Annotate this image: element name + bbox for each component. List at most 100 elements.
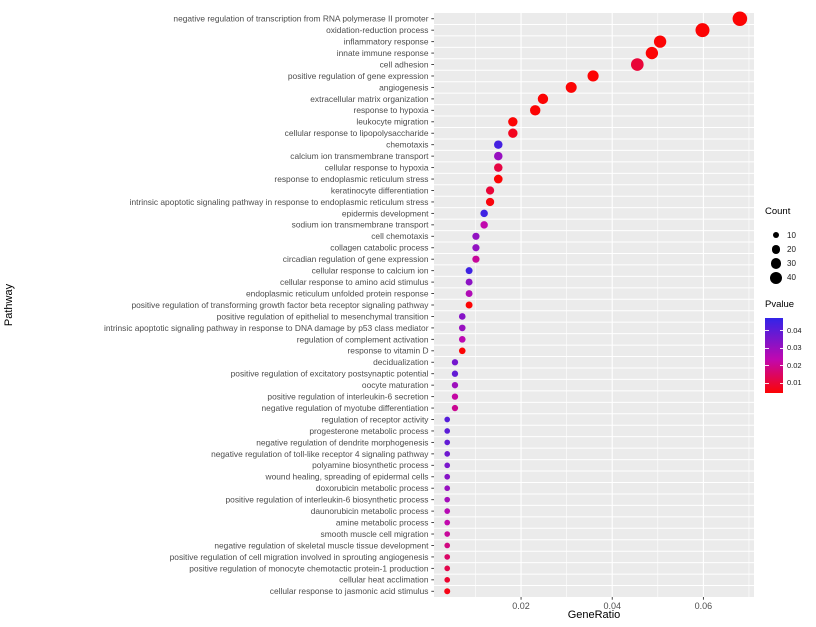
y-tick-label: response to endoplasmic reticulum stress: [274, 174, 428, 184]
y-tick-label: negative regulation of transcription fro…: [173, 14, 428, 24]
data-point: [472, 255, 480, 263]
data-point: [472, 232, 480, 240]
x-tick-label: 0.02: [512, 601, 530, 611]
legend-count-label: 20: [787, 244, 796, 254]
data-point: [493, 174, 503, 184]
y-tick-label: wound healing, spreading of epidermal ce…: [265, 472, 429, 482]
data-point: [480, 209, 488, 218]
pvalue-tick-label: 0.03: [787, 343, 802, 353]
y-tick-label: angiogenesis: [379, 82, 428, 92]
y-tick-label: cell adhesion: [380, 59, 429, 69]
y-tick-label: cellular response to jasmonic acid stimu…: [270, 586, 429, 596]
y-tick-label: oocyte maturation: [362, 380, 429, 390]
data-point: [451, 393, 459, 400]
data-point: [458, 324, 466, 332]
x-tick-label: 0.06: [695, 601, 713, 611]
pvalue-gradient-bar: [765, 318, 783, 393]
y-tick-label: positive regulation of transforming grow…: [131, 300, 429, 310]
y-tick-label: sodium ion transmembrane transport: [292, 220, 430, 230]
data-point: [465, 278, 473, 286]
data-point: [508, 128, 518, 138]
data-point: [472, 244, 480, 252]
data-point: [451, 359, 459, 366]
data-point: [444, 439, 451, 446]
data-point: [465, 267, 473, 275]
data-point: [494, 151, 503, 161]
data-point: [530, 105, 541, 116]
y-tick-label: leukocyte migration: [356, 117, 428, 127]
data-point: [444, 416, 451, 423]
y-tick-label: decidualization: [373, 357, 429, 367]
pvalue-bar-tick: [779, 330, 783, 332]
y-tick-label: endoplasmic reticulum unfolded protein r…: [246, 288, 429, 298]
data-point: [444, 531, 451, 537]
data-point: [587, 70, 599, 82]
legend-count-title: Count: [765, 206, 791, 217]
data-point: [695, 23, 710, 38]
y-tick-label: positive regulation of excitatory postsy…: [231, 369, 429, 379]
data-point: [444, 576, 451, 583]
y-tick-label: cellular heat acclimation: [339, 575, 429, 585]
pvalue-tick-label: 0.04: [787, 325, 802, 335]
x-tick-label: 0.04: [603, 601, 621, 611]
data-point: [458, 347, 466, 355]
y-tick-label: positive regulation of epithelial to mes…: [217, 311, 429, 321]
y-tick-label: cellular response to calcium ion: [312, 266, 429, 276]
y-tick-label: positive regulation of monocyte chemotac…: [189, 563, 429, 573]
y-tick-label: cellular response to lipopolysaccharide: [285, 128, 429, 138]
legend-count-label: 40: [787, 273, 796, 283]
y-tick-label: positive regulation of cell migration in…: [170, 552, 429, 562]
y-tick-label: positive regulation of interleukin-6 bio…: [226, 495, 429, 505]
data-point: [485, 197, 495, 207]
data-point: [465, 301, 473, 309]
y-tick-label: intrinsic apoptotic signaling pathway in…: [104, 323, 429, 333]
data-point: [653, 35, 667, 48]
y-tick-label: cellular response to amino acid stimulus: [280, 277, 429, 287]
legend-count-dot: [771, 244, 781, 254]
x-axis-title: GeneRatio: [567, 609, 621, 621]
data-point: [444, 485, 451, 492]
y-tick-label: regulation of complement activation: [297, 334, 429, 344]
pvalue-tick-label: 0.01: [787, 378, 802, 388]
legend-pvalue-title: Pvalue: [765, 299, 795, 310]
y-tick-label: positive regulation of gene expression: [288, 71, 429, 81]
data-point: [444, 428, 451, 434]
pvalue-bar-tick: [765, 347, 769, 349]
data-point: [444, 462, 451, 469]
y-axis-title: Pathway: [3, 283, 15, 327]
y-tick-label: collagen catabolic process: [330, 243, 428, 253]
data-point: [444, 565, 451, 572]
data-point: [465, 290, 473, 298]
pvalue-bar-tick: [779, 365, 783, 367]
y-tick-label: circadian regulation of gene expression: [283, 254, 429, 264]
y-tick-label: chemotaxis: [386, 140, 428, 150]
data-point: [508, 117, 518, 127]
data-point: [565, 81, 577, 93]
y-tick-label: extracellular matrix organization: [310, 94, 429, 104]
data-point: [537, 93, 549, 105]
pvalue-bar-tick: [765, 382, 769, 384]
legend-count-dot: [770, 258, 782, 270]
data-point: [444, 519, 451, 526]
data-point: [444, 473, 451, 480]
data-point: [444, 496, 451, 503]
panel-background: [434, 13, 754, 597]
y-tick-label: doxorubicin metabolic process: [316, 483, 429, 493]
data-point: [494, 140, 503, 149]
data-point: [458, 336, 466, 343]
data-point: [451, 370, 459, 377]
pvalue-bar-tick: [779, 347, 783, 349]
y-tick-label: calcium ion transmembrane transport: [290, 151, 429, 161]
pvalue-tick-label: 0.02: [787, 360, 802, 370]
data-point: [630, 58, 644, 71]
data-point: [494, 163, 503, 172]
y-tick-label: progesterone metabolic process: [309, 426, 428, 436]
data-point: [444, 554, 451, 560]
data-point: [458, 313, 466, 320]
data-point: [444, 542, 451, 549]
y-tick-label: response to hypoxia: [354, 105, 429, 115]
legend: Count 10 20 30 40 Pvalue 0.04 0.03 0.02 0.01: [762, 206, 816, 416]
y-tick-label: amine metabolic process: [336, 517, 429, 527]
